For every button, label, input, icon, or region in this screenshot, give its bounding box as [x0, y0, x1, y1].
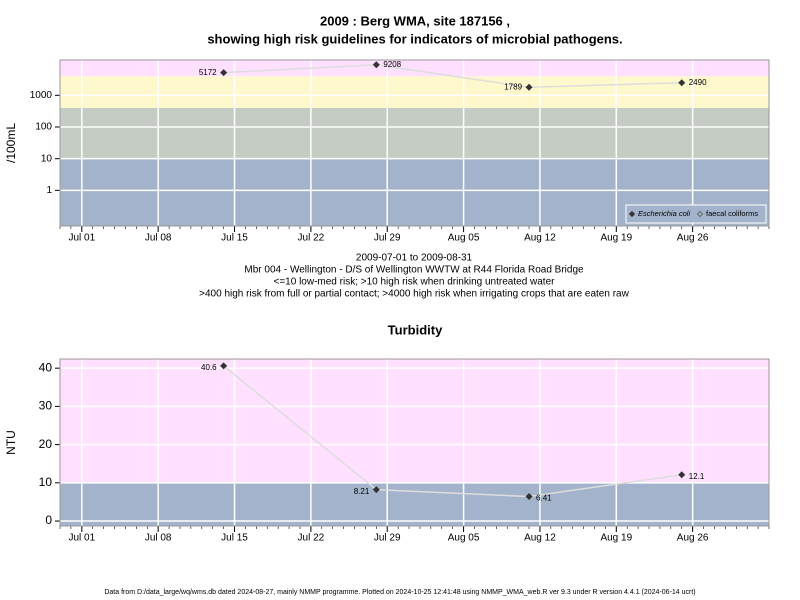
data-label: 2490 — [689, 78, 707, 87]
y-axis-label: NTU — [4, 430, 18, 455]
x-tick-label: Aug 26 — [677, 233, 709, 244]
footer: Data from D:/data_large/wq/wms.db dated … — [104, 589, 695, 596]
y-tick-label: 10 — [39, 475, 53, 489]
x-tick-label: Jul 29 — [374, 233, 401, 244]
risk-band — [60, 482, 769, 526]
x-tick-label: Jul 15 — [221, 233, 248, 244]
x-tick-label: Jul 08 — [145, 233, 172, 244]
data-label: 6.41 — [536, 494, 552, 503]
legend-box — [625, 204, 767, 224]
y-tick-label: 0 — [45, 513, 52, 527]
x-tick-label: Jul 08 — [145, 533, 172, 544]
x-tick-label: Jul 15 — [221, 533, 248, 544]
y-tick-label: 100 — [35, 122, 52, 133]
risk-band — [60, 359, 769, 483]
data-point — [372, 486, 380, 494]
legend-marker — [696, 210, 704, 218]
note: >400 high risk from full or partial cont… — [199, 289, 629, 300]
data-label: 9208 — [383, 60, 401, 69]
note: Mbr 004 - Wellington - D/S of Wellington… — [244, 265, 584, 276]
y-tick-label: 1000 — [30, 90, 53, 101]
plot-frame — [59, 59, 770, 227]
data-label: 8.21 — [354, 487, 370, 496]
chart-title: 2009 : Berg WMA, site 187156 , — [320, 13, 510, 28]
legend-marker — [628, 210, 636, 218]
x-tick-label: Aug 19 — [600, 233, 632, 244]
data-point — [220, 362, 228, 370]
data-label: 12.1 — [689, 472, 705, 481]
x-tick-label: Jul 22 — [298, 233, 325, 244]
x-tick-label: Aug 19 — [600, 533, 632, 544]
data-point — [220, 69, 228, 77]
x-tick-label: Jul 29 — [374, 533, 401, 544]
data-point — [678, 79, 686, 87]
chart-title: showing high risk guidelines for indicat… — [207, 31, 622, 46]
x-tick-label: Aug 12 — [524, 233, 556, 244]
x-tick-label: Jul 01 — [68, 233, 95, 244]
data-label: 40.6 — [201, 363, 217, 372]
x-tick-label: Aug 05 — [448, 233, 480, 244]
legend-label: faecal coliforms — [706, 209, 758, 218]
risk-band — [60, 107, 769, 159]
y-axis-label: /100mL — [4, 123, 18, 163]
y-tick-label: 40 — [39, 360, 53, 374]
data-point — [525, 493, 533, 501]
risk-band — [60, 60, 769, 77]
data-point — [372, 61, 380, 69]
data-label: 5172 — [199, 68, 217, 77]
plot-frame — [59, 358, 770, 527]
legend-label: Escherichia coli — [638, 209, 690, 218]
series-line — [223, 63, 682, 89]
risk-band — [60, 76, 769, 108]
note: <=10 low-med risk; >10 high risk when dr… — [274, 277, 556, 288]
data-label: 1789 — [504, 82, 522, 91]
x-tick-label: Aug 26 — [677, 533, 709, 544]
data-point — [525, 83, 533, 91]
x-tick-label: Aug 05 — [448, 533, 480, 544]
x-tick-label: Jul 01 — [68, 533, 95, 544]
series-line — [223, 365, 682, 498]
chart-title: Turbidity — [388, 322, 443, 337]
y-tick-label: 1 — [46, 185, 52, 196]
y-tick-label: 10 — [41, 153, 53, 164]
x-tick-label: Jul 22 — [298, 533, 325, 544]
note: 2009-07-01 to 2009-08-31 — [356, 253, 473, 264]
y-tick-label: 20 — [39, 437, 53, 451]
y-tick-label: 30 — [39, 399, 53, 413]
data-point — [678, 471, 686, 479]
x-tick-label: Aug 12 — [524, 533, 556, 544]
